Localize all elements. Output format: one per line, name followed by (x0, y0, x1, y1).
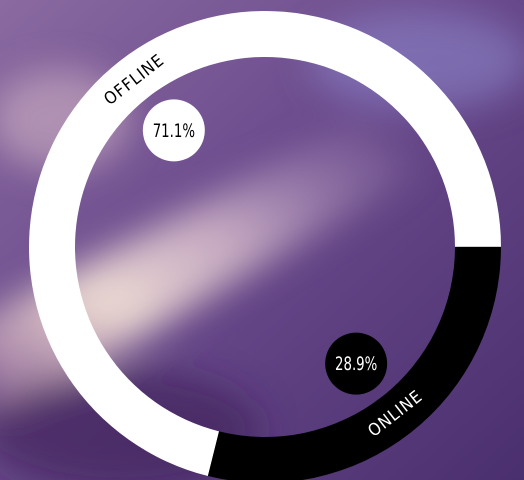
value-badge (325, 332, 388, 395)
donut (29, 11, 501, 480)
donut-segment (207, 246, 501, 480)
value-badge (142, 99, 205, 162)
value-label: 71.1% (153, 120, 195, 142)
value-label: 28.9% (335, 353, 377, 375)
